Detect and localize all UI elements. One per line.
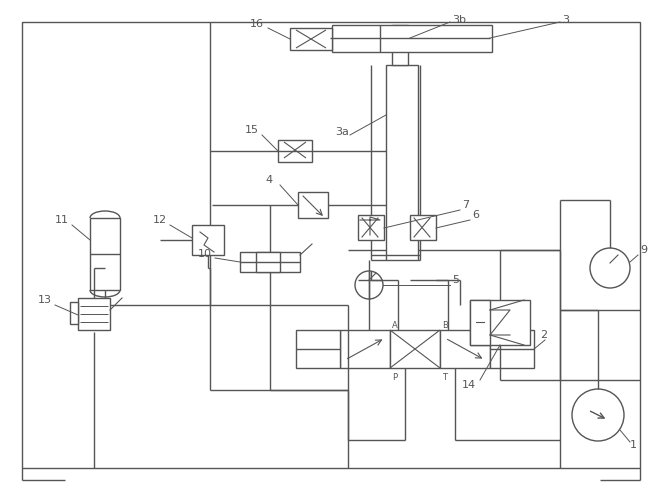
Bar bbox=[340, 330, 390, 368]
Bar bbox=[358, 215, 384, 240]
Bar bbox=[278, 140, 312, 162]
Bar bbox=[296, 330, 340, 368]
Text: 4: 4 bbox=[265, 175, 272, 185]
Bar bbox=[192, 225, 224, 255]
Text: T: T bbox=[442, 373, 447, 382]
Text: 7: 7 bbox=[462, 200, 469, 210]
Circle shape bbox=[572, 389, 624, 441]
Text: 14: 14 bbox=[462, 380, 476, 390]
Bar bbox=[290, 28, 332, 50]
Bar bbox=[256, 252, 280, 272]
Bar bbox=[90, 218, 120, 290]
Circle shape bbox=[355, 271, 383, 299]
Text: 2: 2 bbox=[540, 330, 547, 340]
Text: 12: 12 bbox=[153, 215, 167, 225]
Text: 9: 9 bbox=[640, 245, 647, 255]
Text: 5: 5 bbox=[452, 275, 459, 285]
Text: 3b: 3b bbox=[452, 15, 466, 25]
Bar bbox=[78, 298, 110, 330]
Text: 13: 13 bbox=[38, 295, 52, 305]
Text: 15: 15 bbox=[245, 125, 259, 135]
Circle shape bbox=[590, 248, 630, 288]
Bar bbox=[440, 330, 490, 368]
Bar bbox=[70, 302, 78, 324]
Bar bbox=[490, 330, 534, 368]
Bar bbox=[332, 25, 492, 52]
Text: P: P bbox=[392, 373, 397, 382]
Text: 6: 6 bbox=[472, 210, 479, 220]
Text: 1: 1 bbox=[630, 440, 637, 450]
Text: 10: 10 bbox=[198, 249, 212, 259]
Text: A: A bbox=[392, 321, 398, 330]
Text: 3: 3 bbox=[562, 15, 569, 25]
Bar bbox=[240, 252, 300, 272]
Text: 11: 11 bbox=[55, 215, 69, 225]
Bar bbox=[386, 65, 418, 260]
Bar bbox=[470, 300, 530, 345]
Text: 16: 16 bbox=[250, 19, 264, 29]
Bar bbox=[298, 192, 328, 218]
Bar bbox=[470, 300, 490, 345]
Bar bbox=[392, 25, 408, 65]
Text: 3a: 3a bbox=[335, 127, 349, 137]
Text: B: B bbox=[442, 321, 448, 330]
Bar bbox=[390, 330, 440, 368]
Bar bbox=[410, 215, 436, 240]
